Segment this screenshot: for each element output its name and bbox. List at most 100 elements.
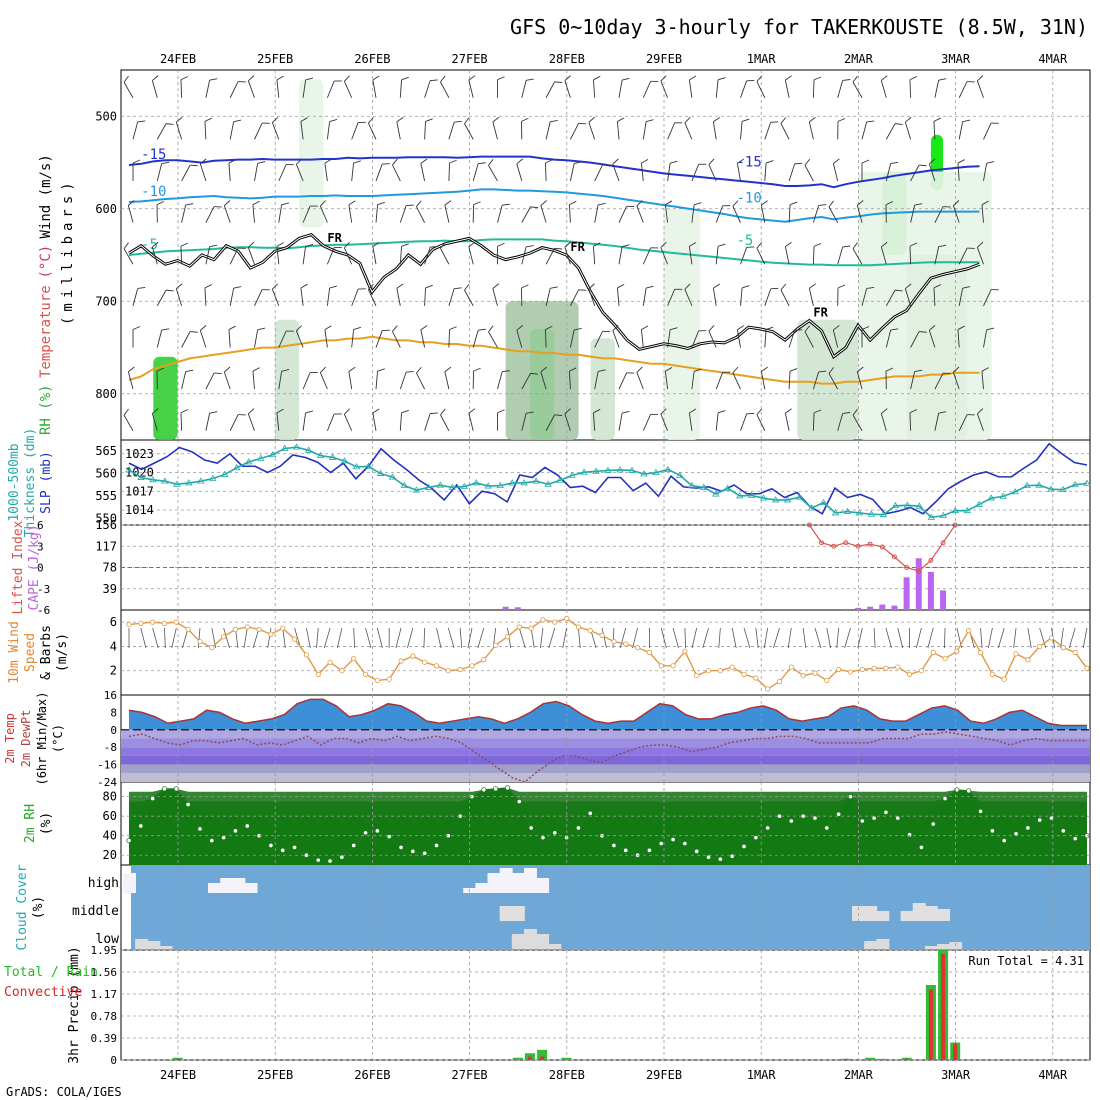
wind-speed-marker [646,649,652,656]
wind-barb-flag [813,76,822,81]
wind-barb-flag [785,75,792,81]
isotherm-line [128,238,980,267]
wind-barb-flag [248,75,255,82]
wind-barb-staff [928,163,936,182]
wind-barb-staff [910,371,916,390]
wind-barb [691,330,707,348]
wind-barb-flag [372,241,380,247]
wind-barb-staff [424,413,431,431]
wind-barb-staff [640,163,644,182]
wind-barb [521,372,539,390]
dewpoint-line [128,731,1087,783]
wind-barb [497,76,505,98]
wind-barb-staff [300,121,304,140]
wind-barb [642,285,654,306]
plot-layer: 24FEB 24FEB 25FEB 25FEB 26FEB 26FEB 27FEB 27FEB… [3,52,1091,1082]
wind-barb-staff [691,330,700,348]
wind-speed-marker [871,665,877,671]
wind-barb-staff [983,289,992,307]
wind-barb [837,412,851,431]
cape-bar [940,590,947,610]
cape-bar [891,605,898,610]
wind-barb-flag [238,247,246,249]
thickness-marker [173,480,181,487]
wind-barb-staff [764,288,772,307]
wind-barb [934,411,947,431]
wind-barb-staff [934,80,940,98]
wind-barb-flag [454,120,462,123]
rh-marker [126,837,132,844]
surface-wind-barb [152,627,159,649]
precip-ylabel: 3hr Precip (mm) [67,946,82,1063]
wind-barb-flag [396,117,404,123]
wind-barb-flag [818,204,827,206]
wind-barb-staff [688,79,693,98]
wind-speed-marker [575,624,582,630]
thickness-marker [424,483,433,490]
wind-barb-flag [286,330,294,332]
wind-barb [569,289,587,307]
surface-wind-barb [743,627,751,649]
wind-speed-marker [918,668,925,674]
wind-barb-flag [214,372,222,375]
wind-barb-flag [176,283,183,290]
wind-barb [343,408,353,431]
upper-air-ylabel: RH (%) Temperature (°C) Wind (m/s) [38,154,54,435]
wind-barb-flag [353,160,361,164]
wind-barb [812,76,822,98]
wind-barb [640,158,649,182]
surface-wind-barb [943,627,946,649]
wind-barb [861,120,875,140]
wind-barb-flag [305,77,314,81]
rh-marker [930,821,936,827]
wind-barb-flag [574,161,582,164]
wind-barb [545,81,563,98]
wind-barb [808,116,816,140]
surface-wind-barb [1060,627,1064,649]
rh-marker [883,809,889,815]
wind-speed-marker [540,617,546,623]
thickness-marker [1071,480,1079,488]
wind-barb-flag [276,408,284,414]
surface-wind-barb [467,627,473,649]
rh-marker [646,847,652,853]
top-date-label: 24FEB [160,52,196,66]
wind-barb [933,284,941,306]
wind-barb-flag [818,370,827,373]
wind-barb-flag [526,245,534,248]
wind-barb [521,117,529,140]
wind-barb-staff [976,247,984,265]
wind-barb [375,163,390,182]
wind-barb [756,242,766,265]
wind-barb-flag [468,408,476,414]
wind-barb-staff [788,204,791,223]
wind-barb-staff [319,205,328,223]
wind-barb-flag [392,325,398,332]
wind-barb [302,243,314,265]
wind-barb [326,413,342,431]
surface-wind-barb [601,627,607,649]
wind-barb-flag [693,202,702,206]
wind-barb-staff [952,205,960,223]
wind-speed-marker [386,676,392,682]
series-line-thickness [128,446,1088,519]
rh-marker [1060,828,1066,834]
wind-barb [957,159,965,182]
wind-barb-staff [642,121,647,140]
wind-barb [885,328,899,348]
rh-marker [765,825,771,831]
wind-barb-flag [622,77,630,81]
wind-barb-flag [530,372,539,375]
wind-barb [424,412,438,431]
wind-barb-staff [764,163,767,182]
wind-barb [594,164,611,182]
wind-barb-flag [262,289,270,291]
wind-barb-flag [713,117,721,122]
wind-barb-flag [641,158,649,164]
thickness-marker [640,470,648,477]
wind-barb-flag [650,413,659,415]
wind-barb [618,372,635,390]
wind-barb [740,412,755,431]
wind-barb [812,243,822,265]
rh-marker [1013,831,1019,837]
